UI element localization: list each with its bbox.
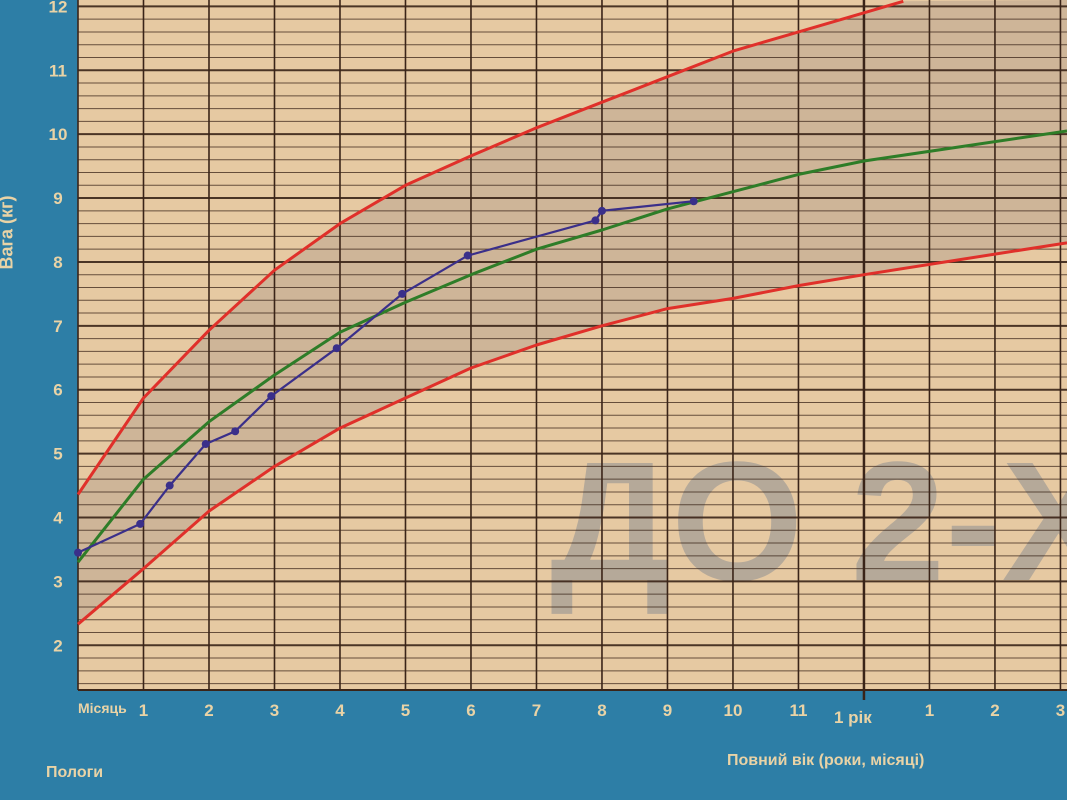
y-tick-label: 11 — [49, 61, 67, 80]
normal-range-band — [78, 0, 1067, 625]
x-tick-label: 3 — [1056, 701, 1065, 720]
x-tick-label: 3 — [270, 701, 279, 720]
y-tick-label: 7 — [53, 317, 62, 336]
child-weight-point — [591, 216, 600, 225]
x-tick-label: 8 — [597, 701, 606, 720]
x-unit-label: Місяць — [78, 700, 127, 716]
child-weight-point — [231, 427, 240, 436]
x-tick-label: 11 — [789, 701, 807, 720]
y-tick-label: 4 — [53, 509, 63, 528]
y-tick-label: 10 — [49, 125, 68, 144]
median-curve — [76, 129, 1067, 564]
child-weight-point — [165, 481, 174, 490]
x-tick-label: 7 — [532, 701, 541, 720]
x-tick-label: 4 — [335, 701, 345, 720]
x-tick-label: 5 — [401, 701, 410, 720]
y-tick-label: 12 — [49, 0, 68, 16]
child-weight-point — [332, 344, 341, 353]
lower-percentile-curve — [77, 241, 1067, 626]
child-weight-point — [267, 392, 276, 401]
child-weight-point — [74, 548, 82, 557]
y-axis-label: Вага (кг) — [0, 195, 17, 270]
birth-label: Пологи — [46, 764, 104, 781]
x-tick-label: 2 — [990, 701, 999, 720]
y-tick-label: 8 — [53, 253, 62, 272]
x-tick-label: 2 — [204, 701, 213, 720]
x-tick-label: 1 — [139, 701, 148, 720]
x-tick-label: 10 — [724, 701, 743, 720]
y-tick-label: 3 — [53, 572, 62, 591]
y-tick-label: 5 — [53, 445, 62, 464]
x-tick-label: 6 — [466, 701, 475, 720]
child-weight-point — [689, 197, 698, 206]
child-weight-point — [463, 251, 472, 260]
watermark-text: ДО 2-Х — [550, 427, 1067, 617]
year-label: 1 рік — [834, 708, 872, 727]
upper-percentile-curve — [76, 0, 904, 496]
y-tick-label: 6 — [53, 381, 62, 400]
y-tick-label: 2 — [53, 636, 62, 655]
y-tick-label: 9 — [53, 189, 62, 208]
x-tick-label: 1 — [925, 701, 934, 720]
child-weight-point — [201, 440, 210, 449]
child-weight-point — [136, 519, 145, 528]
child-weight-point — [398, 289, 407, 298]
x-axis-label: Повний вік (роки, місяці) — [727, 752, 925, 769]
x-tick-label: 9 — [663, 701, 672, 720]
child-weight-point — [597, 206, 606, 215]
